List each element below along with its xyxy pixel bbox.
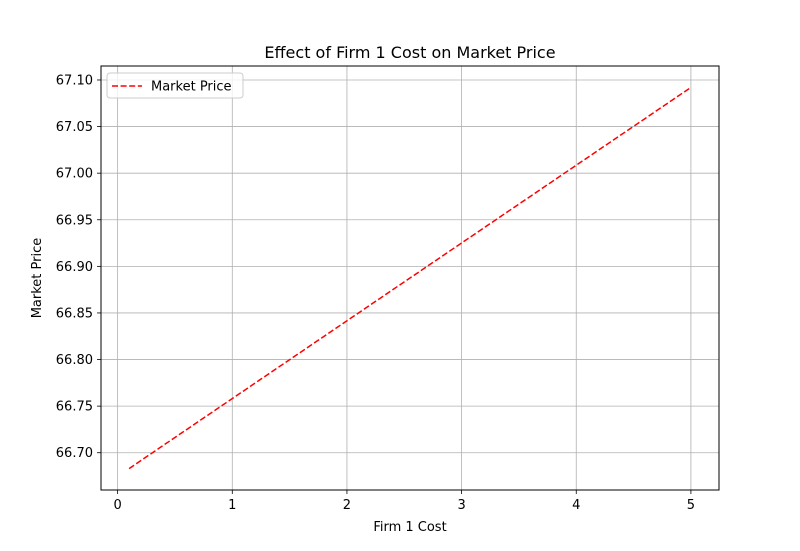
y-axis-label: Market Price [30, 238, 45, 319]
series-layer [128, 86, 692, 470]
tick-marks [97, 79, 692, 494]
x-tick-labels: 0 1 2 3 4 5 [113, 498, 695, 513]
y-tick-labels: 66.70 66.75 66.80 66.85 66.90 66.95 67.00 67.05… [56, 73, 93, 461]
x-tick-label: 1 [228, 498, 236, 513]
y-tick-label: 66.75 [56, 400, 93, 415]
y-tick-label: 66.70 [56, 446, 93, 461]
x-tick-label: 0 [113, 498, 121, 513]
x-axis-label: Firm 1 Cost [373, 520, 446, 535]
x-tick-label: 4 [572, 498, 580, 513]
plot-frame [100, 65, 720, 491]
y-tick-label: 67.00 [56, 167, 93, 182]
grid-lines [101, 66, 719, 490]
x-tick-label: 3 [457, 498, 465, 513]
y-tick-label: 67.05 [56, 120, 93, 135]
legend: Market Price [106, 72, 244, 99]
y-tick-label: 66.95 [56, 213, 93, 228]
legend-box [106, 72, 244, 99]
x-tick-label: 5 [687, 498, 695, 513]
y-tick-label: 67.10 [56, 73, 93, 88]
legend-label-market-price: Market Price [151, 80, 232, 95]
y-tick-label: 66.80 [56, 353, 93, 368]
x-tick-label: 2 [343, 498, 351, 513]
series-line-market-price [128, 86, 692, 470]
chart-title: Effect of Firm 1 Cost on Market Price [264, 43, 555, 62]
y-tick-label: 66.85 [56, 306, 93, 321]
y-tick-label: 66.90 [56, 260, 93, 275]
